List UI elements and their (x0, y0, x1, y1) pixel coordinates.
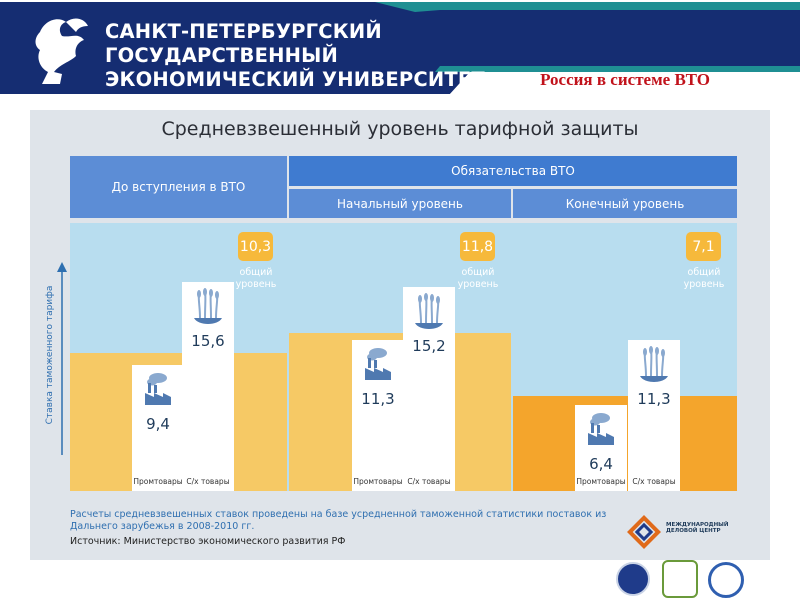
overall-caption: общий уровень (683, 267, 725, 290)
value-label: 11,3 (637, 389, 671, 408)
university-name: САНКТ-ПЕТЕРБУРГСКИЙ ГОСУДАРСТВЕННЫЙ ЭКОН… (105, 20, 485, 92)
value-label: 15,6 (191, 331, 225, 350)
category-label: Промтовары (133, 477, 183, 486)
bar-agricultural (628, 339, 680, 491)
bar-industrial (352, 339, 404, 491)
partner-logo-2-icon (662, 560, 698, 598)
overall-badge: 11,8 (460, 232, 495, 261)
overall-badge: 10,3 (238, 232, 273, 261)
value-label: 9,4 (146, 415, 170, 434)
wheat-icon (192, 287, 224, 328)
source-note: Источник: Министерство экономического ра… (70, 536, 346, 547)
chart-title: Средневзвешенный уровень тарифной защиты (161, 118, 639, 140)
overall-badge: 7,1 (686, 232, 721, 261)
value-label: 15,2 (412, 337, 446, 356)
overall-caption: общий уровень (235, 267, 277, 290)
slide-header: САНКТ-ПЕТЕРБУРГСКИЙ ГОСУДАРСТВЕННЫЙ ЭКОН… (0, 0, 800, 100)
value-label: 6,4 (589, 455, 613, 474)
header-final-level-label: Конечный уровень (565, 196, 685, 211)
infographic-panel: Средневзвешенный уровень тарифной защиты… (30, 110, 770, 560)
factory-icon (585, 411, 617, 451)
org-label: МЕЖДУНАРОДНЫЙ ДЕЛОВОЙ ЦЕНТР (666, 522, 728, 534)
factory-icon (362, 346, 394, 386)
header-initial-level-label: Начальный уровень (337, 196, 463, 211)
partner-logo-3-icon (708, 562, 744, 598)
category-label: С/х товары (632, 477, 676, 486)
university-line-3: ЭКОНОМИЧЕСКИЙ УНИВЕРСИТЕТ (105, 68, 485, 91)
factory-icon (142, 371, 174, 411)
category-label: Промтовары (353, 477, 403, 486)
university-line-1: САНКТ-ПЕТЕРБУРГСКИЙ (105, 20, 382, 43)
partner-logo-1-icon (616, 562, 650, 596)
y-axis-label: Ставка таможенного тарифа (45, 285, 55, 425)
header-before-wto: До вступления в ВТО (70, 156, 287, 218)
griffin-logo (35, 18, 88, 85)
banner-white-notch (440, 72, 800, 100)
university-line-2: ГОСУДАРСТВЕННЫЙ (105, 44, 339, 67)
category-label: С/х товары (407, 477, 451, 486)
banner-accent (435, 66, 800, 72)
bar-industrial (132, 365, 184, 491)
business-center-logo-icon (627, 515, 661, 549)
header-wto-obligations-label: Обязательства ВТО (451, 164, 575, 178)
header-initial-level: Начальный уровень (289, 189, 511, 218)
methodology-note: Расчеты средневзвешенных ставок проведен… (70, 509, 607, 532)
y-axis-arrow (57, 262, 67, 455)
org-line-2: ДЕЛОВОЙ ЦЕНТР (666, 528, 721, 534)
category-label: Промтовары (576, 477, 626, 486)
header-banner (0, 2, 800, 100)
value-label: 11,3 (361, 389, 395, 408)
org-line-1: МЕЖДУНАРОДНЫЙ (666, 522, 729, 528)
wheat-icon (413, 293, 445, 333)
header-before-wto-label: До вступления в ВТО (111, 180, 246, 194)
wheat-icon (638, 345, 670, 386)
header-wto-obligations: Обязательства ВТО (289, 156, 737, 186)
slide-topic: Россия в системе ВТО (540, 70, 710, 89)
chart-plot-area: 9,4 Промтовары 15,6 С/х товары 10,3 общий уро… (70, 223, 737, 491)
bar-agricultural (403, 287, 455, 491)
overall-caption: общий уровень (457, 267, 499, 290)
category-label: С/х товары (186, 477, 230, 486)
header-final-level: Конечный уровень (513, 189, 737, 218)
bar-agricultural (182, 281, 234, 491)
